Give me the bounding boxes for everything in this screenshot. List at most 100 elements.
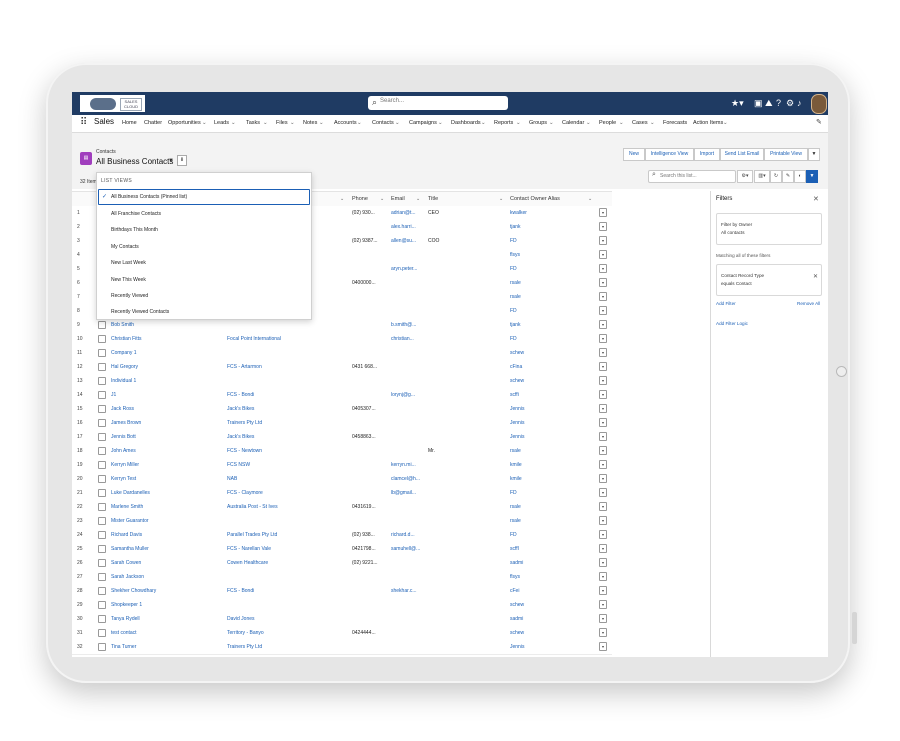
row-checkbox[interactable]	[98, 559, 106, 567]
owner-alias-link[interactable]: Jennis	[510, 406, 525, 412]
column-contact-owner-alias[interactable]: Contact Owner Alias	[510, 196, 560, 202]
owner-alias-link[interactable]: FD	[510, 238, 517, 244]
account-name-link[interactable]: NAB	[227, 476, 238, 482]
email-link[interactable]: christian...	[391, 336, 414, 342]
row-checkbox[interactable]	[98, 363, 106, 371]
account-name-link[interactable]: David Jones	[227, 616, 255, 622]
row-checkbox[interactable]	[98, 629, 106, 637]
add-filter-logic-link[interactable]: Add Filter Logic	[716, 321, 748, 326]
chevron-down-icon[interactable]: ⌄	[549, 120, 554, 126]
row-actions-icon[interactable]: ▾	[599, 572, 607, 581]
help-icon[interactable]: ?	[776, 98, 782, 108]
row-actions-icon[interactable]: ▾	[599, 404, 607, 413]
chevron-down-icon[interactable]: ⌄	[290, 120, 295, 126]
email-link[interactable]: lb@gmail...	[391, 490, 417, 496]
send-list-email-button[interactable]: Send List Email	[720, 148, 764, 161]
row-actions-icon[interactable]: ▾	[599, 362, 607, 371]
contact-name-link[interactable]: Jack Ross	[111, 406, 135, 412]
row-actions-icon[interactable]: ▾	[599, 306, 607, 315]
list-view-caret-icon[interactable]: ▼	[168, 158, 174, 164]
chart-icon[interactable]: ◐	[794, 170, 806, 183]
account-name-link[interactable]: Focal Point International	[227, 336, 281, 342]
logo[interactable]: SALES CLOUD	[80, 95, 145, 112]
row-checkbox[interactable]	[98, 419, 106, 427]
owner-alias-link[interactable]: Jennis	[510, 644, 525, 650]
contact-name-link[interactable]: Individual 1	[111, 378, 137, 384]
chevron-down-icon[interactable]: ⌄	[416, 196, 421, 202]
chevron-down-icon[interactable]: ⌄	[516, 120, 521, 126]
chevron-down-icon[interactable]: ⌄	[499, 196, 504, 202]
row-actions-icon[interactable]: ▾	[599, 502, 607, 511]
row-actions-icon[interactable]: ▾	[599, 530, 607, 539]
chevron-down-icon[interactable]: ⌄	[481, 120, 486, 126]
row-checkbox[interactable]	[98, 405, 106, 413]
contact-name-link[interactable]: Kerryn Miller	[111, 462, 140, 468]
row-checkbox[interactable]	[98, 643, 106, 651]
account-name-link[interactable]: Trainers Pty Ltd	[227, 420, 263, 426]
row-checkbox[interactable]	[98, 391, 106, 399]
nav-contacts[interactable]: Contacts	[372, 120, 394, 126]
chevron-down-icon[interactable]: ⌄	[231, 120, 236, 126]
app-launcher-icon[interactable]: ⠿	[80, 117, 88, 128]
account-name-link[interactable]: FCS - Artarmon	[227, 364, 262, 370]
owner-alias-link[interactable]: rsale	[510, 518, 521, 524]
owner-alias-link[interactable]: Jennis	[510, 434, 525, 440]
row-checkbox[interactable]	[98, 587, 106, 595]
row-checkbox[interactable]	[98, 335, 106, 343]
row-actions-icon[interactable]: ▾	[599, 348, 607, 357]
nav-people[interactable]: People	[599, 120, 617, 126]
owner-alias-link[interactable]: schew	[510, 378, 525, 384]
owner-alias-link[interactable]: tjank	[510, 224, 521, 230]
nav-chatter[interactable]: Chatter	[144, 120, 163, 126]
contact-name-link[interactable]: test contact	[111, 630, 137, 636]
contact-name-link[interactable]: Tanya Rydell	[111, 616, 140, 622]
contact-name-link[interactable]: Hal Gregory	[111, 364, 138, 370]
owner-alias-link[interactable]: flsys	[510, 252, 520, 258]
row-checkbox[interactable]	[98, 433, 106, 441]
contact-name-link[interactable]: Luke Dardanelles	[111, 490, 150, 496]
row-checkbox[interactable]	[98, 601, 106, 609]
email-link[interactable]: adrian@t...	[391, 210, 416, 216]
account-name-link[interactable]: Australia Post - St Ives	[227, 504, 278, 510]
chevron-down-icon[interactable]: ⌄	[438, 120, 443, 126]
list-view-option[interactable]: ✓ All Business Contacts (Pinned list)	[97, 189, 311, 205]
contact-name-link[interactable]: James Brown	[111, 420, 142, 426]
email-link[interactable]: allen@su...	[391, 238, 417, 244]
owner-alias-link[interactable]: schew	[510, 630, 525, 636]
contact-name-link[interactable]: Marlene Smith	[111, 504, 144, 510]
account-name-link[interactable]: Jack's Bikes	[227, 434, 255, 440]
account-name-link[interactable]: FCS - Newtown	[227, 448, 263, 454]
chevron-down-icon[interactable]: ⌄	[263, 120, 268, 126]
notifications-bell-icon[interactable]: ♪	[797, 98, 802, 108]
row-checkbox[interactable]	[98, 321, 106, 329]
email-link[interactable]: clamcel@h...	[391, 476, 420, 482]
more-actions-icon[interactable]: ▼	[808, 148, 820, 161]
contact-name-link[interactable]: John Ames	[111, 448, 136, 454]
chevron-down-icon[interactable]: ⌄	[723, 120, 728, 126]
filter-icon[interactable]: ▼	[806, 170, 818, 183]
add-filter-link[interactable]: Add Filter	[716, 301, 736, 306]
chevron-down-icon[interactable]: ⌄	[588, 196, 593, 202]
nav-opportunities[interactable]: Opportunities	[168, 120, 201, 126]
account-name-link[interactable]: Cowen Healthcare	[227, 560, 269, 566]
owner-alias-link[interactable]: tjank	[510, 322, 521, 328]
row-actions-icon[interactable]: ▾	[599, 334, 607, 343]
row-checkbox[interactable]	[98, 447, 106, 455]
chevron-down-icon[interactable]: ⌄	[202, 120, 207, 126]
nav-campaigns[interactable]: Campaigns	[409, 120, 437, 126]
owner-alias-link[interactable]: flsys	[510, 574, 520, 580]
row-actions-icon[interactable]: ▾	[599, 320, 607, 329]
owner-alias-link[interactable]: FD	[510, 266, 517, 272]
email-link[interactable]: kerryn.mi...	[391, 462, 416, 468]
owner-alias-link[interactable]: scffl	[510, 546, 519, 552]
owner-alias-link[interactable]: scffi	[510, 392, 519, 398]
nav-forecasts[interactable]: Forecasts	[663, 120, 688, 126]
edit-nav-icon[interactable]: ✎	[816, 119, 822, 126]
nav-cases[interactable]: Cases	[632, 120, 648, 126]
row-actions-icon[interactable]: ▾	[599, 236, 607, 245]
owner-alias-link[interactable]: FD	[510, 308, 517, 314]
column-title[interactable]: Title	[428, 196, 439, 202]
contact-name-link[interactable]: Richard Davis	[111, 532, 143, 538]
row-checkbox[interactable]	[98, 531, 106, 539]
display-as-icon[interactable]: ▥▾	[754, 170, 770, 183]
